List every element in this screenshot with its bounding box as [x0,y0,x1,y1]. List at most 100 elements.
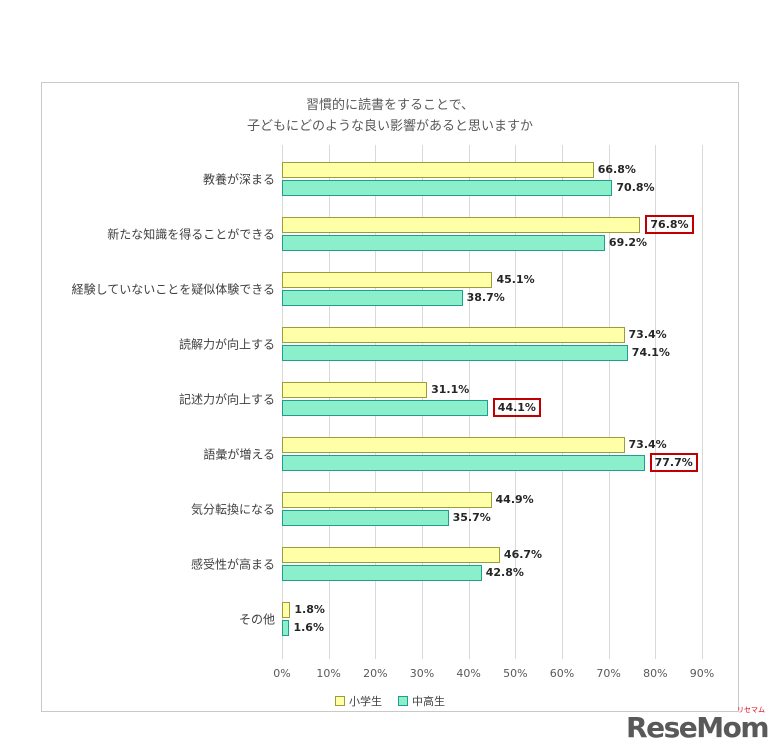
value-label: 38.7% [466,291,505,304]
bar-小学生 [282,381,428,398]
bar-小学生 [282,216,641,233]
bar-row: 44.9% [282,491,702,508]
x-tick-label: 10% [316,667,341,680]
value-label: 1.6% [293,621,324,634]
legend: 小学生 中高生 [42,693,738,709]
value-label: 73.4% [628,328,667,341]
bar-小学生 [282,601,291,618]
bar-row: 73.4% [282,436,702,453]
bar-row: 76.8% [282,215,702,234]
bar-rows: 教養が深まる 66.8% 70.8% 新たな知識を得ることができる 76.8% 69.2%… [72,151,702,646]
value-label: 35.7% [452,511,491,524]
bar-row: 77.7% [282,453,702,472]
value-label: 44.9% [495,493,534,506]
x-tick-label: 0% [273,667,291,680]
category-label: 新たな知識を得ることができる [107,227,275,241]
category-label: 教養が深まる [202,172,275,186]
gridline [561,145,563,659]
bar-row: 46.7% [282,546,702,563]
gridline [655,145,657,659]
chart-title-line1: 習慣的に読書をすることで、 [305,98,475,113]
gridline [608,145,610,659]
bar-row: 31.1% [282,381,702,398]
legend-label-elementary: 小学生 [349,695,382,708]
chart-title-line2: 子どもにどのような良い影響があると思いますか [246,119,533,134]
bar-小学生 [282,271,493,288]
x-tick-label: 70% [596,667,621,680]
bar-小学生 [282,491,492,508]
value-label: 73.4% [628,438,667,451]
chart-row: 語彙が増える 73.4% 77.7% [203,426,702,481]
legend-swatch-elementary [335,696,345,706]
chart-title: 習慣的に読書をすることで、 子どもにどのような良い影響があると思いますか [42,95,738,137]
legend-swatch-secondary [398,696,408,706]
x-tick-label: 80% [643,667,668,680]
value-label: 45.1% [496,273,535,286]
value-label: 69.2% [608,236,648,249]
category-label: 語彙が増える [203,447,275,461]
chart-row: 新たな知識を得ることができる 76.8% 69.2% [107,206,702,261]
x-tick-label: 60% [549,667,575,680]
x-tick-label: 50% [503,667,528,680]
value-label-highlighted: 77.7% [649,453,698,472]
bar-中高生 [282,179,613,196]
plot-area: 教養が深まる 66.8% 70.8% 新たな知識を得ることができる 76.8% 69.2%… [72,145,703,659]
x-tick-label: 30% [409,667,435,680]
category-label: 感受性が高まる [190,557,275,571]
bar-小学生 [282,326,625,343]
bar-中高生 [282,344,628,361]
chart-row: 教養が深まる 66.8% 70.8% [203,151,702,206]
gridline [515,145,517,659]
bar-中高生 [282,454,645,471]
bar-row: 66.8% [282,161,702,178]
resemom-logo-ruby: リセマム [737,706,765,714]
bar-中高生 [282,509,449,526]
value-label: 66.8% [597,163,636,176]
bar-中高生 [282,234,605,251]
bar-小学生 [282,436,625,453]
bar-row: 38.7% [282,289,702,306]
value-label-highlighted: 44.1% [492,398,541,417]
chart-row: 気分転換になる 44.9% 35.7% [191,481,702,536]
value-label: 31.1% [431,383,470,396]
bar-row: 70.8% [282,179,702,196]
x-tick-label: 20% [363,667,388,680]
bar-中高生 [282,619,290,636]
x-axis: 0% 10% 20% 30% 40% 50% 60% 70% 80% 90% [273,667,714,683]
resemom-logo-text: ReseMom [626,711,769,744]
category-label: その他 [238,612,275,626]
bar-row: 73.4% [282,326,702,343]
x-tick-label: 40% [456,667,481,680]
chart-row: 読解力が向上する 73.4% 74.1% [179,316,702,371]
bar-中高生 [282,289,463,306]
category-label: 経験していないことを疑似体験できる [71,282,275,296]
gridline [702,145,703,659]
value-label: 74.1% [631,346,670,359]
bar-row: 42.8% [282,564,702,581]
value-label: 70.8% [616,181,655,194]
legend-item-secondary: 中高生 [398,693,445,709]
value-label: 46.7% [503,548,543,561]
legend-item-elementary: 小学生 [335,693,382,709]
bar-中高生 [282,564,482,581]
bar-小学生 [282,546,500,563]
bar-中高生 [282,399,488,416]
bar-row: 69.2% [282,234,702,251]
legend-label-secondary: 中高生 [412,695,445,708]
bar-小学生 [282,161,594,178]
bar-row: 44.1% [282,398,702,417]
bar-row: 35.7% [282,509,702,526]
bar-row: 45.1% [282,271,702,288]
category-label: 気分転換になる [190,502,275,516]
value-label: 1.8% [294,603,325,616]
resemom-logo: リセマム ReseMom [626,706,769,744]
chart-row: その他 1.8% 1.6% [239,591,702,646]
chart-row: 感受性が高まる 46.7% 42.8% [191,536,702,591]
category-label: 読解力が向上する [178,337,275,351]
bar-row: 1.6% [282,619,702,636]
chart-row: 記述力が向上する 31.1% 44.1% [179,371,702,426]
value-label-highlighted: 76.8% [645,215,694,234]
chart-row: 経験していないことを疑似体験できる 45.1% 38.7% [72,261,702,316]
value-label: 42.8% [485,566,524,579]
